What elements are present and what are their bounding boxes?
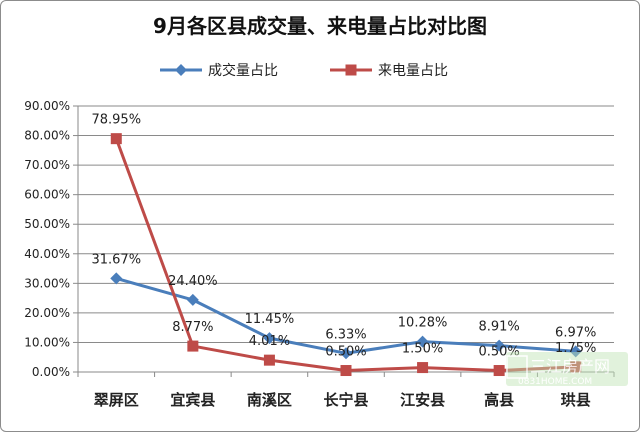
gridlines xyxy=(78,105,614,373)
y-tick-label: 90.00% xyxy=(24,99,70,113)
y-tick-label: 50.00% xyxy=(24,217,70,231)
data-label: 0.50% xyxy=(325,345,366,360)
data-label: 8.77% xyxy=(172,320,213,335)
y-tick-label: 0.00% xyxy=(32,365,70,379)
watermark-sub: 0831HOME.COM xyxy=(518,377,592,387)
x-tick-label: 高县 xyxy=(484,391,514,409)
legend-square-marker xyxy=(345,64,357,76)
watermark-text: 三江房产网 xyxy=(530,357,610,376)
data-point-diamond xyxy=(110,272,123,285)
data-label: 78.95% xyxy=(91,113,141,128)
legend-item: 来电量占比 xyxy=(330,63,448,79)
y-tick-label: 60.00% xyxy=(24,188,70,202)
legend: 成交量占比 来电量占比 xyxy=(160,62,448,79)
data-point-diamond xyxy=(340,347,352,360)
data-label: 1.50% xyxy=(402,342,443,357)
data-point-diamond xyxy=(263,332,276,345)
x-tick-label: 南溪区 xyxy=(247,391,292,409)
y-tick-label: 30.00% xyxy=(24,276,70,290)
legend-item: 成交量占比 xyxy=(160,62,278,79)
data-label: 31.67% xyxy=(91,252,141,267)
data-label: 24.40% xyxy=(168,274,218,289)
data-point-diamond xyxy=(493,339,506,352)
y-tick-label: 20.00% xyxy=(24,306,70,320)
data-point-square xyxy=(493,365,505,377)
data-point-square xyxy=(417,362,429,374)
data-point-square xyxy=(263,354,275,366)
data-label: 6.97% xyxy=(555,325,596,340)
x-tick-label: 珙县 xyxy=(561,391,591,409)
data-label: 1.75% xyxy=(555,341,596,356)
x-tick-label: 江安县 xyxy=(400,391,445,409)
x-tick-label: 宜宾县 xyxy=(170,391,215,409)
y-tick-label: 80.00% xyxy=(24,129,70,143)
legend-label: 成交量占比 xyxy=(208,62,278,79)
data-point-square xyxy=(570,361,582,373)
x-tick-label: 长宁县 xyxy=(323,391,368,409)
y-tick-label: 70.00% xyxy=(24,158,70,172)
watermark-badge xyxy=(506,352,628,386)
data-label: 6.33% xyxy=(325,327,366,342)
watermark: 三江房产网 0831HOME.COM xyxy=(506,352,628,387)
data-point-diamond xyxy=(416,335,429,348)
legend-label: 来电量占比 xyxy=(378,63,448,79)
building-icon xyxy=(506,355,528,379)
x-axis: 翠屏区 宜宾县 南溪区 长宁县 江安县 高县 珙县 xyxy=(77,371,615,409)
data-label: 8.91% xyxy=(478,320,519,335)
series-layer xyxy=(110,133,582,377)
data-point-diamond xyxy=(186,293,199,306)
x-tick-label: 翠屏区 xyxy=(94,391,139,409)
chart-title: 9月各区县成交量、来电量占比对比图 xyxy=(153,14,487,38)
data-point-square xyxy=(340,365,352,377)
legend-diamond-marker xyxy=(175,64,187,76)
data-label: 10.28% xyxy=(398,316,448,331)
data-point-diamond xyxy=(569,345,582,358)
data-point-square xyxy=(187,340,199,352)
y-tick-label: 40.00% xyxy=(24,247,70,261)
y-axis: 0.00% 10.00% 20.00% 30.00% 40.00% 50.00% 60.00… xyxy=(24,99,79,379)
data-labels: 31.67% 24.40% 11.45% 6.33% 10.28% 8.91% 6.97% 7… xyxy=(91,113,596,360)
data-label: 11.45% xyxy=(245,312,295,327)
data-point-square xyxy=(110,133,122,145)
y-tick-label: 10.00% xyxy=(24,335,70,349)
data-label: 4.01% xyxy=(249,334,290,349)
